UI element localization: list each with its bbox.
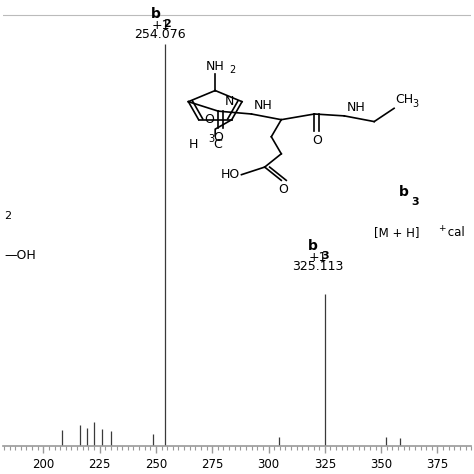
Text: 3: 3 [208, 134, 214, 144]
Text: 325.113: 325.113 [292, 260, 344, 273]
Text: 2: 2 [164, 18, 171, 28]
Text: 2: 2 [4, 211, 11, 221]
Text: C: C [213, 138, 222, 151]
Text: 3: 3 [411, 197, 419, 207]
Text: 3: 3 [321, 251, 328, 261]
Text: H: H [189, 138, 199, 151]
Text: NH: NH [206, 60, 225, 73]
Text: O: O [213, 131, 223, 144]
Text: cal: cal [444, 226, 465, 239]
Text: O: O [278, 183, 288, 196]
Text: b: b [308, 239, 318, 253]
Text: b: b [399, 185, 409, 199]
Text: 3: 3 [412, 99, 419, 109]
Text: HO: HO [220, 168, 240, 181]
Text: —OH: —OH [4, 249, 36, 262]
Text: [M + H]: [M + H] [374, 226, 420, 239]
Text: NH: NH [254, 99, 273, 112]
Text: N: N [224, 95, 234, 108]
Text: +1: +1 [309, 251, 328, 264]
Text: +1: +1 [151, 18, 170, 32]
Text: 254.076: 254.076 [135, 27, 186, 41]
Text: 2: 2 [229, 65, 236, 75]
Text: O: O [205, 113, 214, 126]
Text: +: + [438, 224, 446, 233]
Text: b: b [151, 7, 160, 21]
Text: NH: NH [347, 100, 366, 114]
Text: CH: CH [396, 93, 414, 106]
Text: O: O [312, 134, 322, 147]
